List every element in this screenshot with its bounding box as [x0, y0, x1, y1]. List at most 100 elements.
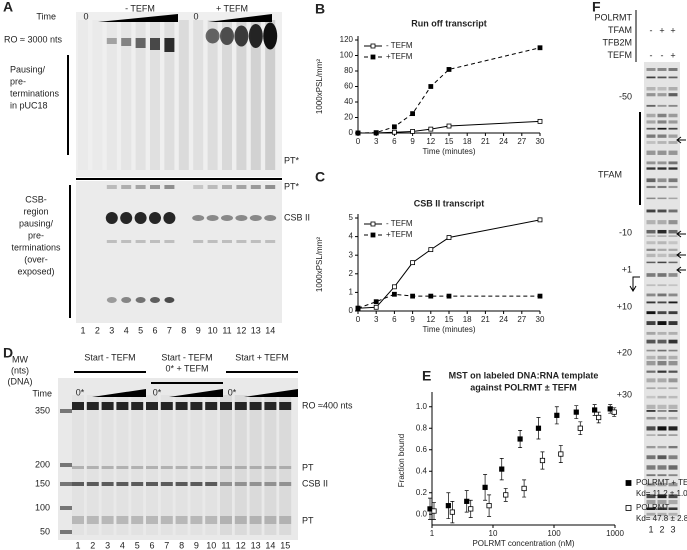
- band: [86, 402, 99, 410]
- band: [668, 331, 678, 335]
- marker: [499, 466, 505, 472]
- band: [646, 141, 656, 144]
- y-axis-label: 1000xPSL/mm²: [315, 237, 324, 292]
- band: [657, 512, 667, 516]
- sign: -: [650, 25, 653, 35]
- band: [646, 321, 656, 326]
- marker: [410, 111, 416, 117]
- band: [205, 482, 218, 486]
- band: [668, 87, 678, 91]
- band: [121, 240, 132, 243]
- band: [668, 68, 678, 71]
- pt-label: PT: [302, 515, 314, 525]
- band: [668, 76, 678, 79]
- lane-number: 13: [251, 325, 261, 335]
- lane-number: 2: [90, 540, 95, 550]
- time-wedge: [92, 389, 146, 397]
- panel-letter: E: [422, 368, 431, 384]
- band: [646, 104, 656, 107]
- band: [646, 360, 656, 366]
- band: [657, 331, 667, 335]
- x-tick-label: 27: [517, 315, 526, 324]
- band: [190, 466, 203, 469]
- band: [646, 134, 656, 138]
- band: [105, 212, 118, 224]
- x-tick-label: 30: [536, 315, 545, 324]
- pt-label: PT: [302, 462, 314, 472]
- band: [657, 76, 667, 79]
- band: [72, 516, 84, 524]
- band: [657, 349, 667, 352]
- band: [657, 113, 667, 118]
- lane-smear: [279, 395, 292, 535]
- band: [135, 38, 146, 48]
- band: [657, 127, 667, 130]
- group-label: Start - TEFM: [84, 352, 135, 362]
- legend-label: - TEFM: [386, 219, 413, 228]
- lane-number: 6: [152, 325, 157, 335]
- marker: [428, 84, 434, 89]
- y-tick-label: 0.4: [416, 466, 428, 475]
- band: [657, 499, 667, 505]
- lane-number: 4: [120, 540, 125, 550]
- ladder-label: 200: [35, 459, 50, 469]
- marker: [537, 45, 543, 51]
- y-tick-label: 0: [349, 306, 354, 315]
- marker: [592, 407, 598, 413]
- band: [131, 516, 144, 524]
- lane-smear: [190, 395, 203, 535]
- band: [279, 466, 292, 469]
- band: [668, 370, 678, 373]
- band: [668, 93, 678, 97]
- band: [263, 22, 278, 50]
- band: [86, 482, 99, 486]
- band: [205, 28, 220, 44]
- band: [221, 215, 233, 221]
- csb-region-label: terminations: [11, 242, 61, 252]
- band: [175, 482, 188, 486]
- band: [668, 395, 678, 399]
- x-tick-label: 10: [489, 529, 498, 538]
- marker: [355, 130, 361, 136]
- band: [205, 516, 218, 524]
- csb-region-label: pre-: [28, 230, 44, 240]
- band: [72, 482, 84, 486]
- x-tick-label: 18: [463, 315, 472, 324]
- group-label: Start - TEFM: [161, 352, 212, 362]
- band: [646, 474, 656, 477]
- band: [646, 161, 656, 165]
- legend-label: POLRMT + TEFM: [636, 478, 687, 487]
- band: [646, 349, 656, 352]
- pausing-label: Pausing/: [10, 64, 46, 74]
- band: [160, 466, 173, 469]
- marker: [446, 123, 452, 129]
- marker: [373, 130, 379, 136]
- ladder-label: 350: [35, 405, 50, 415]
- lane-smear: [131, 395, 144, 535]
- band: [657, 273, 667, 277]
- marker: [537, 118, 543, 124]
- band: [646, 185, 656, 189]
- band: [121, 38, 132, 46]
- lane-number: 6: [149, 540, 154, 550]
- band: [646, 120, 656, 124]
- y-tick-label: 60: [344, 82, 353, 91]
- band: [164, 240, 175, 243]
- band: [668, 507, 678, 511]
- csb-label: CSB II: [302, 478, 328, 488]
- time-zero: 0*: [153, 387, 162, 397]
- band: [234, 466, 247, 469]
- band: [657, 507, 667, 511]
- marker: [391, 291, 397, 297]
- band: [668, 284, 678, 287]
- lane-smear: [78, 20, 88, 170]
- band: [234, 482, 247, 486]
- pausing-label: pre-: [10, 76, 26, 86]
- legend-marker: [370, 54, 376, 60]
- position-label: +30: [617, 389, 632, 399]
- y-tick-label: 0.0: [416, 509, 428, 518]
- band: [657, 253, 667, 258]
- x-tick-label: 6: [392, 137, 397, 146]
- band: [192, 215, 205, 221]
- legend-label: POLRMT: [636, 503, 669, 512]
